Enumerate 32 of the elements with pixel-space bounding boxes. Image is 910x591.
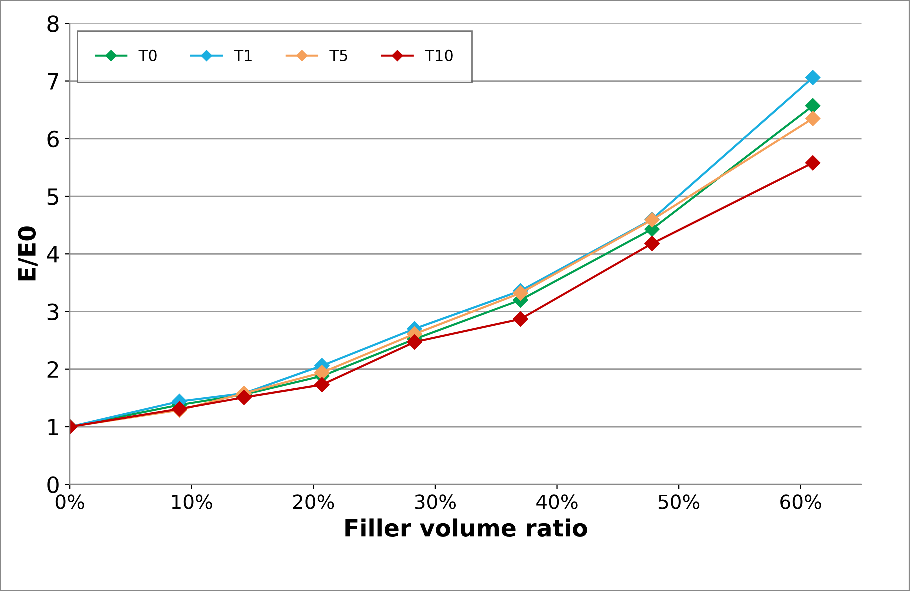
point: [314, 365, 330, 380]
y-tick-label: 3: [48, 304, 59, 321]
point: [805, 111, 821, 126]
x-tick-label: 20%: [293, 494, 334, 510]
x-tick-label: 30%: [415, 494, 456, 510]
legend-label: T5: [330, 50, 348, 62]
point: [805, 70, 821, 86]
y-tick-label: 1: [48, 419, 58, 436]
y-tick-label: 7: [48, 74, 58, 90]
x-tick-label: 0%: [56, 494, 84, 510]
y-tick-label: 8: [48, 16, 59, 32]
point: [513, 312, 528, 327]
y-axis-title: E/E0: [18, 226, 38, 281]
y-tick-label: 0: [48, 476, 59, 494]
x-tick-label: 40%: [536, 494, 578, 510]
y-tick-label: 2: [48, 361, 58, 378]
point: [805, 98, 821, 114]
point: [805, 156, 821, 171]
x-tick-label: 10%: [172, 494, 212, 510]
point: [236, 390, 252, 406]
y-tick-label: 6: [48, 130, 59, 148]
legend-label: T0: [138, 50, 157, 62]
legend-label: T1: [234, 50, 252, 62]
legend-label: T10: [425, 50, 453, 62]
point: [407, 334, 422, 350]
x-axis-title: Filler volume ratio: [346, 518, 588, 537]
point: [644, 236, 660, 252]
y-tick-label: 4: [47, 246, 60, 263]
x-tick-label: 60%: [780, 494, 822, 510]
y-tick-label: 5: [48, 188, 58, 206]
x-tick-label: 50%: [658, 494, 700, 510]
point: [314, 377, 330, 393]
